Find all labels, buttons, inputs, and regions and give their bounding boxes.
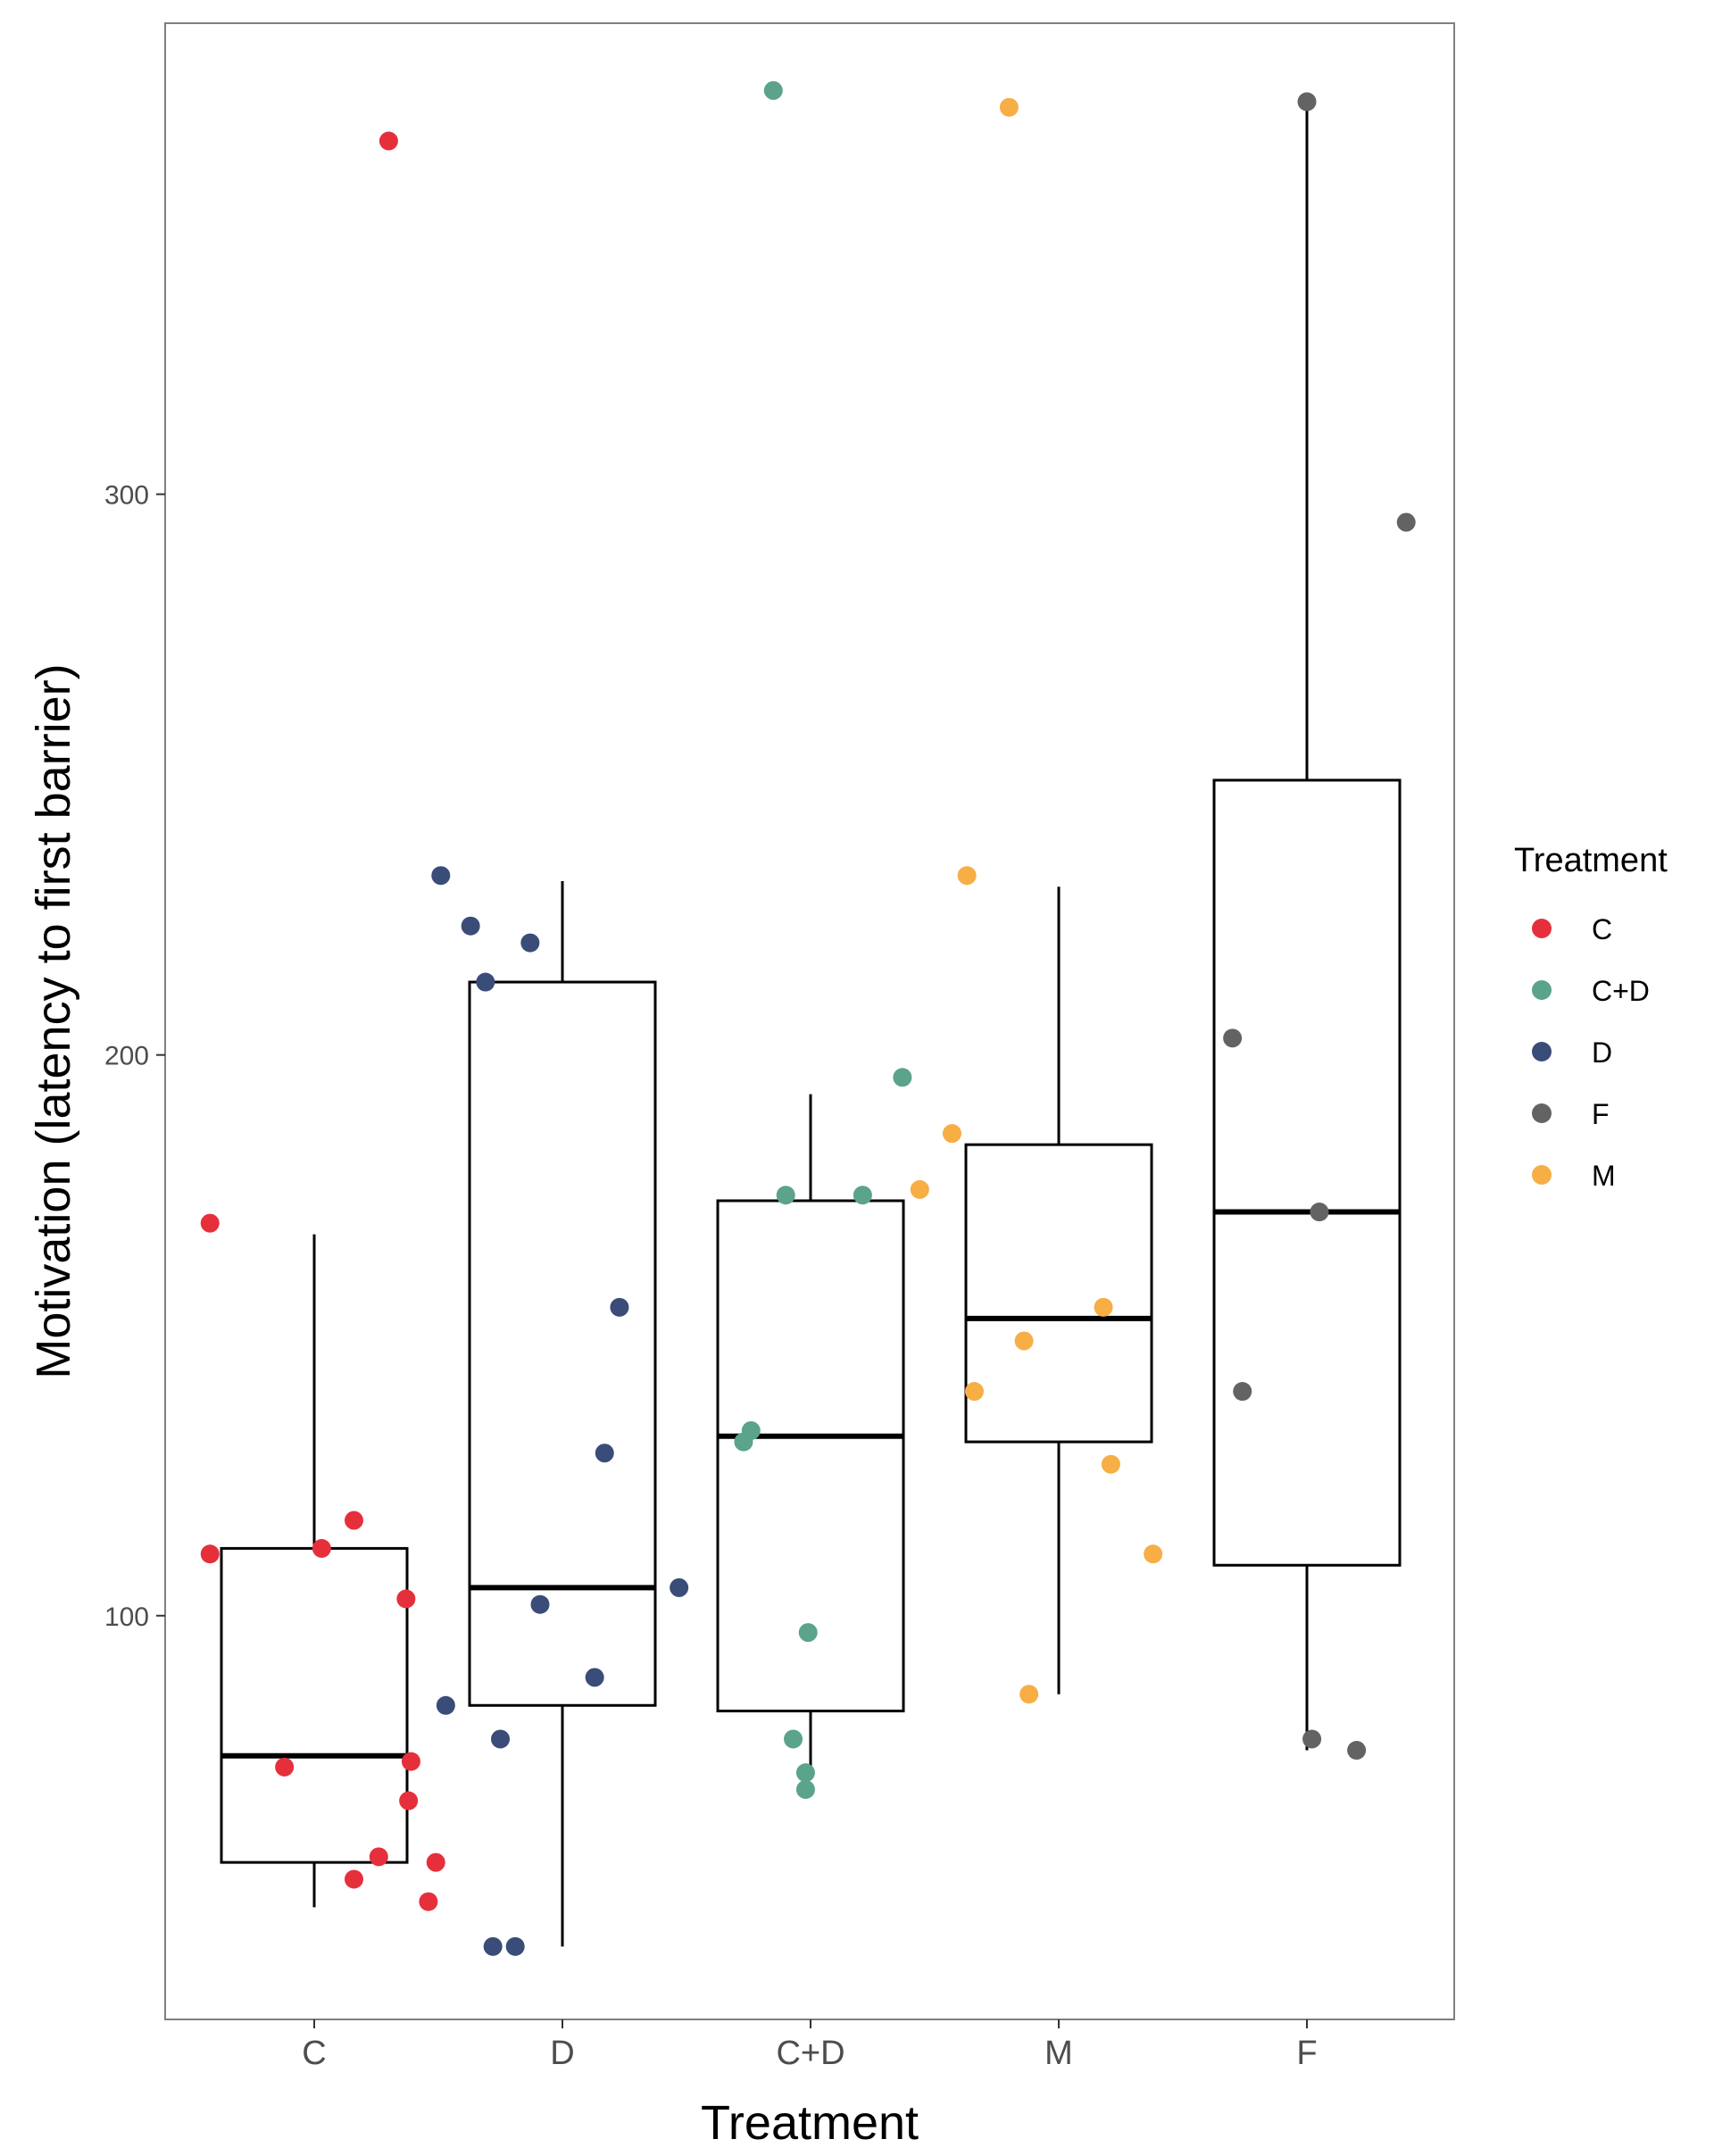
data-point-C: [396, 1589, 416, 1609]
data-point-CplusD: [853, 1186, 872, 1205]
data-point-CplusD: [795, 1763, 815, 1783]
data-point-D: [670, 1577, 689, 1597]
legend-swatch: [1532, 1042, 1552, 1061]
data-point-C: [200, 1213, 220, 1233]
x-tick-label: F: [1296, 2035, 1317, 2072]
data-point-M: [957, 866, 977, 886]
data-point-M: [964, 1382, 984, 1402]
data-point-C: [399, 1791, 419, 1811]
x-tick-label: M: [1044, 2035, 1073, 2072]
points-layer: [200, 80, 1416, 1956]
data-point-M: [1101, 1454, 1120, 1474]
boxes-layer: [220, 101, 1402, 1947]
data-point-M: [999, 97, 1019, 117]
legend-swatch: [1532, 1103, 1552, 1123]
legend-swatch: [1532, 919, 1552, 938]
data-point-D: [520, 933, 540, 953]
data-point-CplusD: [784, 1729, 803, 1749]
box-D: [468, 880, 657, 1947]
data-point-CplusD: [776, 1186, 795, 1205]
data-point-CplusD: [893, 1068, 912, 1087]
data-point-D: [530, 1594, 550, 1614]
legend-label: F: [1592, 1098, 1610, 1130]
box-iqr: [964, 1143, 1153, 1444]
box-iqr: [468, 980, 657, 1707]
x-axis: C D C+D M F: [302, 2019, 1318, 2072]
legend-swatch: [1532, 1165, 1552, 1185]
data-point-M: [910, 1179, 929, 1199]
data-point-M: [1019, 1685, 1039, 1704]
data-point-C: [344, 1511, 363, 1530]
data-point-M: [942, 1124, 961, 1144]
data-point-C: [312, 1538, 331, 1558]
data-point-F: [1310, 1203, 1329, 1222]
data-point-D: [585, 1668, 604, 1687]
data-point-D: [505, 1936, 525, 1956]
data-point-CplusD: [795, 1779, 815, 1799]
x-tick-label: C: [302, 2035, 326, 2072]
box-M: [964, 887, 1153, 1694]
data-point-C: [426, 1852, 445, 1872]
y-axis: 100 200 300: [104, 481, 165, 1632]
legend-label: C: [1592, 913, 1612, 945]
data-point-D: [476, 972, 495, 992]
box-iqr: [220, 1546, 409, 1864]
data-point-CplusD: [798, 1623, 818, 1643]
data-point-C: [401, 1752, 420, 1771]
x-tick-label: D: [550, 2035, 574, 2072]
data-point-C: [200, 1544, 220, 1564]
data-point-F: [1347, 1741, 1367, 1761]
data-point-D: [610, 1297, 629, 1317]
data-point-F: [1297, 92, 1317, 112]
data-point-D: [431, 866, 451, 886]
box-C: [220, 1234, 409, 1908]
data-point-D: [461, 916, 480, 936]
data-point-D: [491, 1729, 510, 1749]
data-point-D: [436, 1695, 455, 1715]
box-F: [1212, 101, 1402, 1751]
x-tick-label: C+D: [776, 2035, 845, 2072]
data-point-F: [1302, 1729, 1322, 1749]
legend-title: Treatment: [1514, 842, 1668, 879]
x-axis-title: Treatment: [701, 2096, 919, 2150]
legend-label: M: [1592, 1160, 1616, 1192]
y-tick-label: 200: [104, 1042, 149, 1071]
data-point-C: [369, 1847, 388, 1867]
y-tick-label: 100: [104, 1602, 149, 1632]
data-point-F: [1223, 1028, 1243, 1048]
data-point-M: [1014, 1331, 1034, 1351]
legend: Treatment C C+D DFM: [1514, 842, 1668, 1192]
y-tick-label: 300: [104, 481, 149, 511]
data-point-D: [483, 1936, 503, 1956]
data-point-M: [1094, 1297, 1113, 1317]
data-point-C: [379, 131, 398, 151]
data-point-CplusD: [734, 1432, 753, 1452]
data-point-CplusD: [763, 80, 783, 100]
legend-label: D: [1592, 1036, 1612, 1069]
data-point-F: [1396, 512, 1416, 532]
box-iqr: [1212, 778, 1402, 1567]
legend-swatch: [1532, 980, 1552, 1000]
data-point-C: [275, 1757, 295, 1777]
data-point-D: [595, 1444, 614, 1463]
legend-label: C+D: [1592, 975, 1650, 1007]
data-point-C: [344, 1869, 363, 1889]
data-point-M: [1144, 1544, 1163, 1564]
y-axis-title: Motivation (latency to first barrier): [27, 663, 80, 1378]
data-point-C: [419, 1892, 438, 1911]
data-point-F: [1233, 1382, 1252, 1402]
